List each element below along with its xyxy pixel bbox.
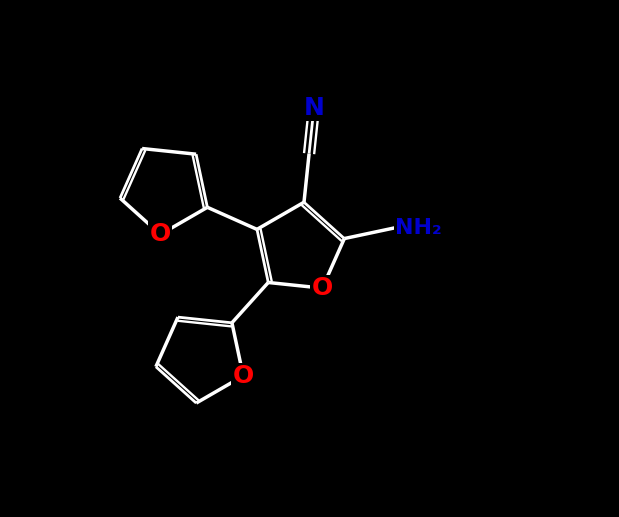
Text: O: O (311, 276, 333, 300)
Text: NH₂: NH₂ (395, 218, 441, 238)
Text: O: O (150, 222, 171, 247)
Text: O: O (233, 364, 254, 388)
Text: N: N (303, 96, 324, 120)
